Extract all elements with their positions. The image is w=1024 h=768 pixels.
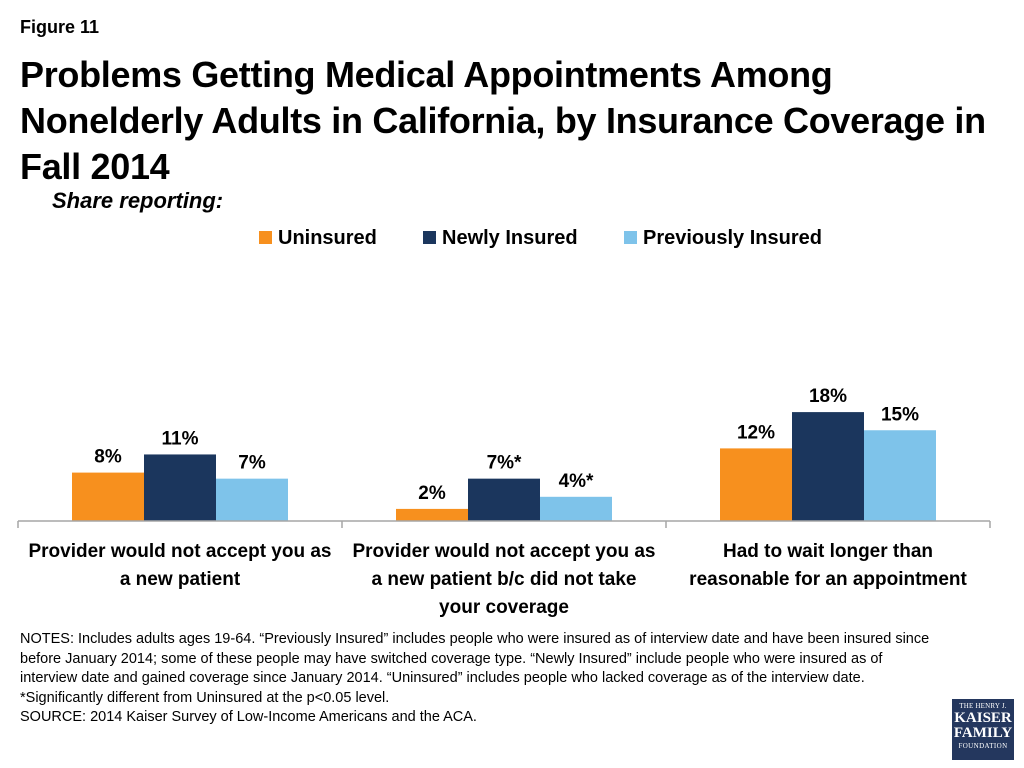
data-label-previously-insured-2: 4%* [559, 471, 594, 492]
bar-uninsured-3 [720, 448, 792, 521]
category-label-line: reasonable for an appointment [689, 569, 967, 590]
legend-label-uninsured: Uninsured [278, 227, 377, 249]
category-label-line: Provider would not accept you as [28, 541, 331, 562]
category-label-1: Provider would not accept you as a new pa… [28, 541, 331, 590]
bar-newly-insured-2 [468, 478, 540, 521]
category-label-line: Provider would not accept you as [352, 541, 655, 562]
category-label-3: Had to wait longer than reasonable for an… [689, 541, 967, 590]
category-label-line: a new patient [120, 569, 241, 590]
legend-label-newly-insured: Newly Insured [442, 227, 578, 249]
category-label-2: Provider would not accept you as a new pa… [352, 541, 655, 618]
notes-block: NOTES: Includes adults ages 19-64. “Prev… [20, 630, 940, 728]
data-label-newly-insured-2: 7%* [487, 453, 522, 474]
bar-previously-insured-1 [216, 478, 288, 521]
x-axis [17, 520, 991, 528]
kff-logo: THE HENRY J. KAISER FAMILY FOUNDATION [952, 699, 1014, 760]
data-label-uninsured-2: 2% [418, 483, 446, 504]
legend-label-previously-insured: Previously Insured [643, 227, 822, 249]
source-text: SOURCE: 2014 Kaiser Survey of Low-Income… [20, 709, 477, 725]
data-label-previously-insured-1: 7% [238, 453, 266, 474]
logo-line-2: KAISER [954, 710, 1012, 726]
bar-newly-insured-3 [792, 412, 864, 521]
data-label-newly-insured-3: 18% [809, 386, 847, 407]
bar-previously-insured-2 [540, 496, 612, 521]
category-label-line: Had to wait longer than [723, 541, 933, 562]
category-label-line: your coverage [439, 597, 569, 618]
legend: Uninsured Newly Insured Previously Insured [259, 227, 822, 249]
logo-line-1: THE HENRY J. [959, 702, 1007, 710]
legend-swatch-uninsured [259, 231, 272, 244]
data-label-uninsured-1: 8% [94, 447, 122, 468]
legend-swatch-previously-insured [624, 231, 637, 244]
category-label-line: a new patient b/c did not take [372, 569, 637, 590]
notes-text: NOTES: Includes adults ages 19-64. “Prev… [20, 631, 930, 706]
bars-group: 8% 11% 7% 2% 7%* 4%* 12% 18% 15% [72, 386, 936, 521]
legend-swatch-newly-insured [423, 231, 436, 244]
data-label-newly-insured-1: 11% [162, 428, 199, 449]
bar-chart: Uninsured Newly Insured Previously Insured… [17, 227, 991, 618]
category-labels: Provider would not accept you as a new pa… [28, 541, 967, 618]
figure-label: Figure 11 [20, 17, 100, 37]
data-label-uninsured-3: 12% [737, 422, 775, 443]
chart-subtitle: Share reporting: [52, 188, 224, 213]
bar-uninsured-1 [72, 472, 144, 521]
chart-title: Problems Getting Medical Appointments Am… [20, 54, 986, 187]
bar-newly-insured-1 [144, 454, 216, 521]
bar-previously-insured-3 [864, 430, 936, 521]
data-label-previously-insured-3: 15% [881, 404, 919, 425]
logo-line-4: FOUNDATION [958, 742, 1008, 750]
bar-uninsured-2 [396, 508, 468, 521]
logo-line-3: FAMILY [953, 725, 1013, 741]
